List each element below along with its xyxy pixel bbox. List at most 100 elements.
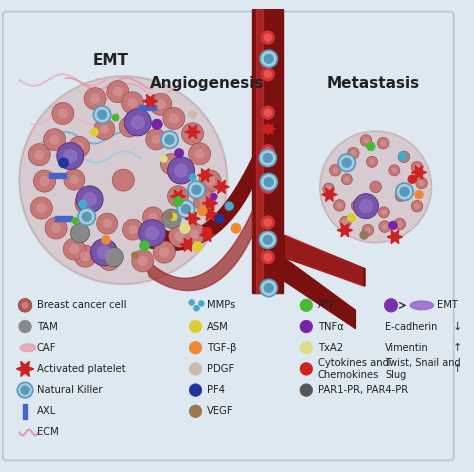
Polygon shape <box>283 257 356 329</box>
Polygon shape <box>322 188 337 201</box>
Bar <box>49 173 66 178</box>
Circle shape <box>57 143 84 169</box>
Polygon shape <box>283 235 365 286</box>
Text: EMT: EMT <box>93 52 129 67</box>
Circle shape <box>264 253 272 261</box>
Circle shape <box>200 196 210 205</box>
Circle shape <box>146 227 159 240</box>
Circle shape <box>189 174 196 181</box>
Circle shape <box>163 108 185 129</box>
Circle shape <box>378 207 389 218</box>
Circle shape <box>384 299 398 312</box>
Circle shape <box>64 169 85 190</box>
Text: TGF-β: TGF-β <box>207 343 237 353</box>
Circle shape <box>74 245 96 267</box>
Circle shape <box>400 187 409 196</box>
Circle shape <box>355 203 359 208</box>
Text: Vimentin: Vimentin <box>385 343 429 353</box>
Circle shape <box>323 183 334 194</box>
Circle shape <box>189 384 202 396</box>
Circle shape <box>175 232 184 241</box>
Circle shape <box>329 164 341 176</box>
Circle shape <box>58 109 67 118</box>
Circle shape <box>189 143 210 165</box>
Circle shape <box>205 177 215 185</box>
Circle shape <box>18 299 32 312</box>
Circle shape <box>338 154 356 171</box>
Text: Twist, Snail and
Slug: Twist, Snail and Slug <box>385 358 461 379</box>
Circle shape <box>173 196 183 206</box>
Circle shape <box>94 119 115 140</box>
Circle shape <box>21 386 29 394</box>
Circle shape <box>104 247 123 267</box>
Circle shape <box>153 241 175 263</box>
Circle shape <box>76 186 103 213</box>
Text: E-cadherin: E-cadherin <box>385 321 438 331</box>
Text: TxA2: TxA2 <box>318 343 343 353</box>
Circle shape <box>300 299 312 312</box>
Circle shape <box>415 165 419 169</box>
Circle shape <box>264 54 273 64</box>
Circle shape <box>300 341 312 354</box>
Circle shape <box>146 129 167 150</box>
Circle shape <box>52 102 74 125</box>
Circle shape <box>398 151 410 163</box>
Circle shape <box>264 147 272 155</box>
Circle shape <box>183 223 206 245</box>
Circle shape <box>392 168 397 172</box>
Circle shape <box>126 122 134 131</box>
Circle shape <box>382 224 387 229</box>
Text: TAM: TAM <box>36 321 57 331</box>
Circle shape <box>103 219 111 228</box>
Circle shape <box>81 199 90 208</box>
Circle shape <box>345 177 349 181</box>
Circle shape <box>19 320 31 333</box>
Circle shape <box>131 116 145 129</box>
Circle shape <box>189 405 202 418</box>
Circle shape <box>360 231 368 239</box>
Circle shape <box>261 180 274 194</box>
Circle shape <box>64 149 77 163</box>
Circle shape <box>78 208 95 226</box>
Circle shape <box>264 70 272 78</box>
Circle shape <box>168 157 194 184</box>
Circle shape <box>364 138 368 143</box>
Circle shape <box>416 177 428 189</box>
Circle shape <box>128 98 137 108</box>
Circle shape <box>162 209 181 228</box>
Circle shape <box>182 123 203 145</box>
Circle shape <box>340 216 351 228</box>
Circle shape <box>408 175 417 184</box>
Circle shape <box>347 147 359 159</box>
Circle shape <box>75 143 83 151</box>
Circle shape <box>415 190 423 199</box>
Circle shape <box>164 212 173 220</box>
Circle shape <box>351 200 362 211</box>
Circle shape <box>415 204 419 209</box>
Circle shape <box>370 181 382 193</box>
Circle shape <box>105 255 114 264</box>
Circle shape <box>132 250 154 272</box>
Circle shape <box>188 181 205 198</box>
Circle shape <box>150 93 172 115</box>
Circle shape <box>143 207 164 228</box>
Circle shape <box>263 153 273 163</box>
Circle shape <box>152 119 162 129</box>
Circle shape <box>19 76 228 284</box>
Circle shape <box>112 169 134 191</box>
Circle shape <box>188 129 197 138</box>
Text: PAR1-PR, PAR4-PR: PAR1-PR, PAR4-PR <box>318 385 408 395</box>
Circle shape <box>411 201 423 212</box>
Circle shape <box>264 183 272 191</box>
FancyBboxPatch shape <box>3 12 454 460</box>
Circle shape <box>300 320 312 333</box>
Circle shape <box>83 193 96 206</box>
Circle shape <box>260 279 277 297</box>
Circle shape <box>97 213 118 234</box>
Circle shape <box>354 194 379 219</box>
Text: MMPs: MMPs <box>207 300 236 311</box>
Circle shape <box>342 158 352 168</box>
Ellipse shape <box>410 301 433 310</box>
Circle shape <box>401 154 406 159</box>
Circle shape <box>261 216 274 229</box>
